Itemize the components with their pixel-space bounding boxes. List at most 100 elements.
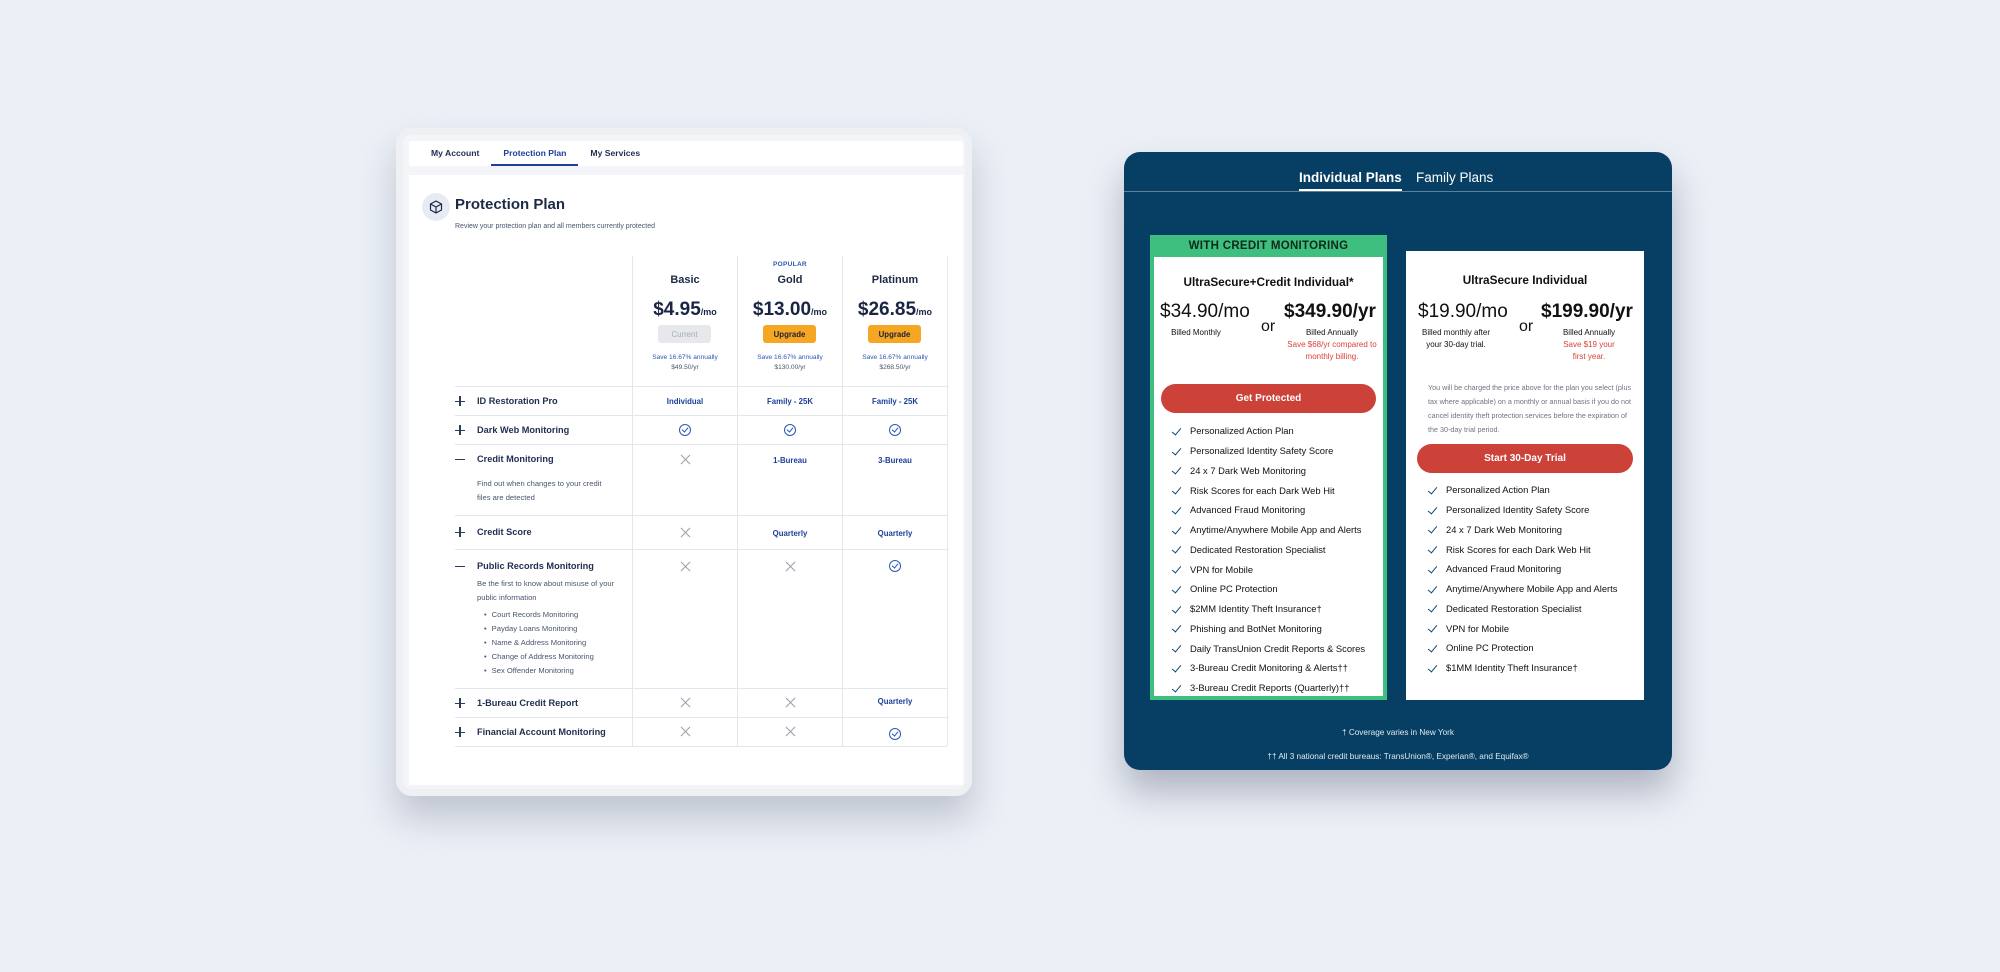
list-item: Advanced Fraud Monitoring bbox=[1428, 559, 1617, 579]
collapse-minus-icon[interactable] bbox=[455, 454, 465, 464]
account-tabs: My Account Protection Plan My Services bbox=[409, 141, 963, 166]
feature-row-public-records[interactable]: Public Records Monitoring bbox=[455, 561, 594, 571]
list-item: Court Records Monitoring bbox=[492, 608, 594, 622]
checkmark-icon bbox=[1172, 485, 1181, 495]
yearly-price: $268.50/yr bbox=[879, 364, 911, 371]
tab-my-account[interactable]: My Account bbox=[431, 147, 480, 158]
list-item: Personalized Identity Safety Score bbox=[1172, 441, 1365, 461]
or-separator: or bbox=[1261, 318, 1276, 335]
cell-basic bbox=[633, 561, 737, 574]
cell-gold: Quarterly bbox=[772, 529, 808, 538]
get-protected-button[interactable]: Get Protected bbox=[1161, 384, 1376, 413]
x-icon bbox=[680, 697, 691, 708]
x-icon bbox=[680, 726, 691, 737]
protection-plan-background: My Account Protection Plan My Services P… bbox=[403, 135, 965, 789]
feature-text: 24 x 7 Dark Web Monitoring bbox=[1190, 464, 1307, 476]
upgrade-platinum-button[interactable]: Upgrade bbox=[868, 325, 921, 343]
credit-plan-features: Personalized Action Plan Personalized Id… bbox=[1172, 421, 1365, 698]
list-item: 24 x 7 Dark Web Monitoring bbox=[1428, 520, 1617, 540]
checkmark-icon bbox=[1428, 584, 1437, 594]
checkmark-icon bbox=[1428, 623, 1437, 633]
checkmark-icon bbox=[1172, 426, 1181, 436]
check-circle-icon bbox=[784, 424, 796, 436]
individual-plan-features: Personalized Action Plan Personalized Id… bbox=[1428, 480, 1617, 678]
footnote-credit-bureaus: †† All 3 national credit bureaus: TransU… bbox=[1267, 752, 1529, 761]
plan-price: $13.00/mo bbox=[738, 299, 842, 321]
feature-text: Personalized Action Plan bbox=[1190, 425, 1294, 437]
tab-family-plans[interactable]: Family Plans bbox=[1416, 170, 1494, 185]
list-item: $2MM Identity Theft Insurance† bbox=[1172, 599, 1365, 619]
page-subtitle: Review your protection plan and all memb… bbox=[455, 223, 655, 230]
list-item: Personalized Action Plan bbox=[1428, 480, 1617, 500]
cell-basic bbox=[633, 424, 737, 438]
checkmark-icon bbox=[1172, 683, 1181, 693]
tab-protection-plan[interactable]: Protection Plan bbox=[491, 141, 579, 166]
cell-gold bbox=[738, 697, 842, 710]
checkmark-icon bbox=[1172, 643, 1181, 653]
footnote-new-york: † Coverage varies in New York bbox=[1342, 728, 1454, 737]
feature-label: Financial Account Monitoring bbox=[477, 727, 606, 737]
tab-underline-divider bbox=[1124, 191, 1672, 192]
price-amount: $4.95 bbox=[653, 299, 701, 320]
cell-platinum bbox=[843, 560, 947, 574]
annual-savings-note: Save $19 your first year. bbox=[1563, 340, 1615, 361]
plan-price: $26.85/mo bbox=[843, 299, 947, 321]
feature-text: $1MM Identity Theft Insurance† bbox=[1446, 662, 1578, 674]
plan-card-credit-individual: UltraSecure+Credit Individual* $34.90/mo… bbox=[1150, 235, 1387, 700]
tab-my-services[interactable]: My Services bbox=[590, 147, 641, 158]
expand-plus-icon[interactable] bbox=[455, 698, 465, 708]
plan-name: Platinum bbox=[871, 274, 919, 286]
checkmark-icon bbox=[1172, 663, 1181, 673]
feature-text: 24 x 7 Dark Web Monitoring bbox=[1446, 523, 1563, 535]
monthly-price: $19.90/mo bbox=[1418, 301, 1508, 322]
cell-platinum: 3-Bureau bbox=[878, 456, 912, 465]
feature-row-dark-web[interactable]: Dark Web Monitoring bbox=[455, 425, 569, 435]
row-divider bbox=[455, 717, 947, 718]
expand-plus-icon[interactable] bbox=[455, 396, 465, 406]
current-plan-button[interactable]: Current bbox=[658, 325, 711, 343]
feature-label: 1-Bureau Credit Report bbox=[477, 698, 579, 708]
row-divider bbox=[455, 688, 947, 689]
feature-row-credit-monitoring[interactable]: Credit Monitoring bbox=[455, 454, 554, 464]
yearly-price: $130.00/yr bbox=[774, 364, 806, 371]
row-divider bbox=[455, 444, 947, 445]
expand-plus-icon[interactable] bbox=[455, 425, 465, 435]
feature-row-id-restoration[interactable]: ID Restoration Pro bbox=[455, 396, 558, 406]
list-item: Sex Offender Monitoring bbox=[492, 664, 594, 678]
check-circle-icon bbox=[679, 424, 691, 436]
feature-text: Personalized Identity Safety Score bbox=[1446, 504, 1590, 516]
price-unit: /mo bbox=[811, 307, 828, 317]
price-unit: /mo bbox=[916, 307, 933, 317]
feature-row-1-bureau-report[interactable]: 1-Bureau Credit Report bbox=[455, 698, 578, 708]
feature-text: Dedicated Restoration Specialist bbox=[1190, 543, 1326, 555]
annual-savings-note: Save $68/yr compared to monthly billing. bbox=[1287, 340, 1377, 361]
list-item: $1MM Identity Theft Insurance† bbox=[1428, 658, 1617, 678]
list-item: Anytime/Anywhere Mobile App and Alerts bbox=[1172, 520, 1365, 540]
page-title: Protection Plan bbox=[455, 196, 566, 213]
expand-plus-icon[interactable] bbox=[455, 527, 465, 537]
tab-individual-plans[interactable]: Individual Plans bbox=[1299, 170, 1402, 191]
price-unit: /mo bbox=[700, 307, 717, 317]
checkmark-icon bbox=[1172, 505, 1181, 515]
collapse-minus-icon[interactable] bbox=[455, 561, 465, 571]
feature-text: Daily TransUnion Credit Reports & Scores bbox=[1190, 642, 1366, 654]
list-item: VPN for Mobile bbox=[1428, 618, 1617, 638]
feature-text: Advanced Fraud Monitoring bbox=[1446, 563, 1562, 575]
upgrade-gold-button[interactable]: Upgrade bbox=[763, 325, 816, 343]
monthly-note: Billed monthly after your 30-day trial. bbox=[1421, 328, 1491, 349]
annual-savings: Save 16.67% annually bbox=[652, 354, 718, 361]
box-icon bbox=[422, 193, 450, 221]
list-item: Dedicated Restoration Specialist bbox=[1428, 599, 1617, 619]
feature-label: Public Records Monitoring bbox=[477, 561, 594, 571]
feature-text: 3-Bureau Credit Monitoring & Alerts†† bbox=[1190, 662, 1348, 674]
feature-row-credit-score[interactable]: Credit Score bbox=[455, 527, 532, 537]
checkmark-icon bbox=[1172, 525, 1181, 535]
checkmark-icon bbox=[1172, 604, 1181, 614]
x-icon bbox=[785, 561, 796, 572]
cell-basic bbox=[633, 697, 737, 710]
expand-plus-icon[interactable] bbox=[455, 727, 465, 737]
feature-label: ID Restoration Pro bbox=[477, 396, 558, 406]
cell-gold: Family - 25K bbox=[767, 397, 813, 406]
start-trial-button[interactable]: Start 30-Day Trial bbox=[1417, 444, 1633, 473]
feature-row-financial-account[interactable]: Financial Account Monitoring bbox=[455, 727, 606, 737]
